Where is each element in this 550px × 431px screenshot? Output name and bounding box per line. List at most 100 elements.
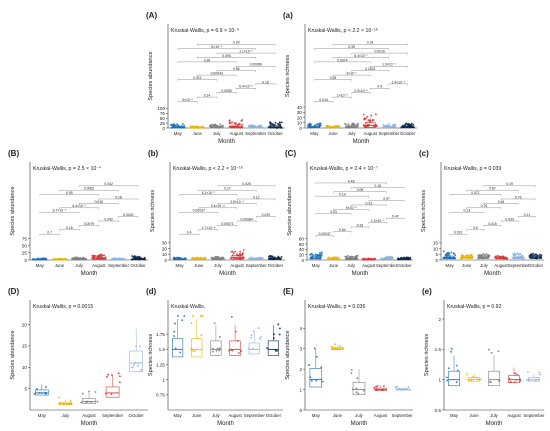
x-tick-label: July [214, 263, 222, 268]
data-point [454, 257, 456, 260]
data-point [201, 315, 204, 317]
data-point [189, 126, 192, 129]
data-point [104, 392, 107, 395]
data-point [278, 333, 281, 336]
data-point [261, 258, 264, 261]
data-point [311, 257, 313, 260]
data-point [514, 256, 517, 259]
data-point [96, 400, 99, 403]
significance-bracket [118, 216, 139, 218]
data-point [467, 379, 470, 381]
data-point [373, 124, 376, 127]
data-point [344, 255, 347, 258]
x-tick-label: August [92, 263, 106, 268]
bracket-p-value: 0.95 [66, 191, 73, 195]
data-point [455, 381, 458, 384]
data-point [450, 347, 453, 350]
data-point [177, 124, 180, 127]
data-point [385, 258, 388, 261]
data-point [383, 126, 386, 128]
data-point [279, 257, 282, 260]
data-point [466, 256, 469, 259]
bracket-p-value: 0.47 [392, 215, 399, 219]
x-tick-label: June [193, 131, 203, 136]
data-point [351, 257, 354, 260]
data-point [315, 379, 318, 382]
data-point [280, 121, 283, 124]
significance-bracket [198, 207, 238, 209]
data-point [115, 258, 117, 260]
data-point [181, 319, 184, 322]
data-point [477, 378, 480, 381]
significance-bracket [217, 203, 257, 205]
data-point [443, 256, 445, 259]
data-point [238, 256, 241, 259]
data-point [201, 257, 204, 260]
x-tick-label: September [245, 131, 267, 136]
data-point [355, 391, 358, 394]
data-point [509, 380, 512, 383]
data-point [338, 345, 341, 347]
data-point [448, 252, 451, 255]
y-axis-title: Species abundance [285, 330, 291, 379]
data-point [249, 125, 252, 128]
significance-bracket [333, 209, 370, 211]
data-point [123, 258, 126, 260]
data-point [247, 347, 250, 350]
data-point [96, 257, 99, 260]
bracket-p-value: 3×10⁻⁵ [182, 98, 193, 102]
bracket-p-value: 0.28 [330, 76, 337, 80]
data-point [175, 256, 178, 259]
data-point [311, 125, 314, 128]
data-point [365, 258, 368, 261]
x-tick-label: May [450, 413, 459, 418]
data-point [231, 254, 234, 257]
data-point [88, 390, 91, 393]
bracket-p-value: 1.4×10⁻⁵ [391, 80, 405, 84]
x-tick-label: July [212, 413, 220, 418]
x-tick-label: June [328, 131, 338, 136]
data-point [513, 254, 516, 257]
data-point [240, 119, 243, 122]
data-point [81, 256, 84, 259]
data-point [406, 257, 409, 260]
x-tick-label: June [55, 263, 65, 268]
data-point [488, 254, 491, 257]
data-point [91, 254, 94, 257]
data-point [271, 255, 274, 258]
data-point [250, 336, 253, 339]
data-point [269, 124, 272, 127]
data-point [470, 378, 473, 381]
bracket-p-value: 0.18 [66, 226, 73, 230]
bracket-p-value: 1×10⁻⁵ [337, 93, 348, 97]
y-tick-label: 10 [433, 246, 439, 251]
bracket-p-value: 0.9 [377, 85, 382, 89]
data-point [490, 351, 493, 354]
data-point [465, 373, 468, 376]
panel-label: (a) [283, 11, 293, 20]
kruskal-wallis-stat: Kruskal-Wallis, p < 2.2 × 10⁻¹⁶ [308, 28, 378, 34]
data-point [362, 113, 365, 116]
data-point [345, 125, 348, 128]
data-point [252, 257, 255, 260]
panel-A: (A) Kruskal-Wallis, p = 6.9 × 10⁻⁹ 0255075… [146, 11, 285, 145]
data-point [518, 253, 521, 256]
data-point [69, 399, 72, 402]
data-point [135, 345, 138, 348]
data-point [55, 258, 58, 261]
x-tick-label: May [310, 131, 319, 136]
significance-bracket [483, 203, 519, 205]
data-point [277, 255, 280, 258]
significance-bracket [197, 96, 217, 99]
significance-bracket [59, 207, 100, 209]
bracket-p-value: 0.031 [454, 231, 463, 235]
data-point [257, 125, 259, 128]
bracket-p-value: 0.00069 [250, 63, 262, 67]
data-point [229, 122, 232, 124]
data-point [137, 364, 139, 367]
data-point [211, 347, 214, 350]
significance-bracket [78, 185, 139, 187]
data-point [93, 254, 96, 257]
data-point [469, 254, 472, 256]
bracket-p-value: 0.64 [498, 200, 505, 204]
